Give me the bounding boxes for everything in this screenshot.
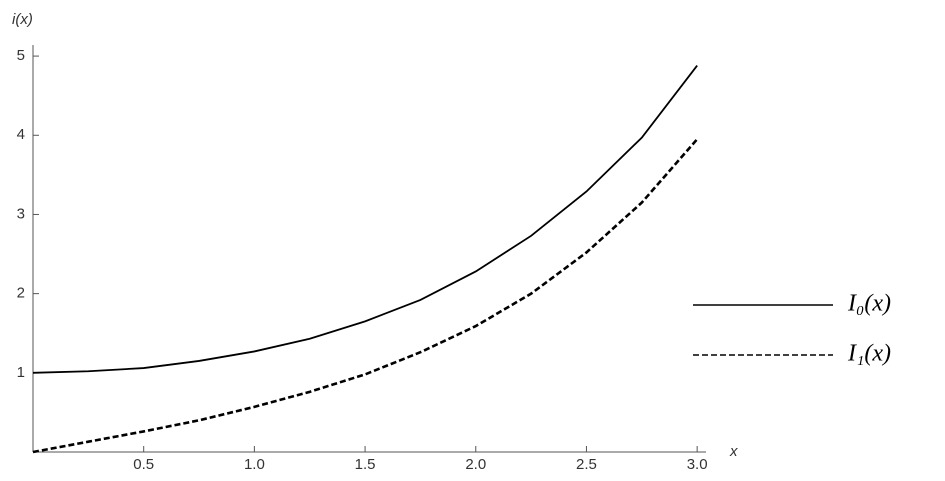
legend-label: I₁(x)	[847, 341, 891, 367]
y-tick-label: 3	[17, 205, 25, 222]
x-tick-label: 2.5	[576, 456, 597, 473]
y-axis-title: i(x)	[12, 11, 33, 28]
chart: i(x) x 0.5 1.0 1.5 2.0 2.5 3.0 1 2 3 4 5 I₀(x) I₁(x)	[0, 0, 945, 481]
x-axis-title: x	[729, 443, 738, 460]
x-tick-label: 3.0	[687, 456, 708, 473]
line-series	[33, 139, 697, 452]
y-tick-label: 5	[17, 47, 25, 64]
line-series	[33, 66, 697, 373]
x-tick-label: 1.0	[244, 456, 265, 473]
y-tick-label: 4	[17, 126, 25, 143]
y-tick-label: 2	[17, 285, 25, 302]
legend-label: I₀(x)	[847, 291, 891, 317]
x-tick-label: 1.5	[355, 456, 376, 473]
y-tick-label: 1	[17, 364, 25, 381]
x-tick-label: 0.5	[133, 456, 154, 473]
x-tick-label: 2.0	[465, 456, 486, 473]
